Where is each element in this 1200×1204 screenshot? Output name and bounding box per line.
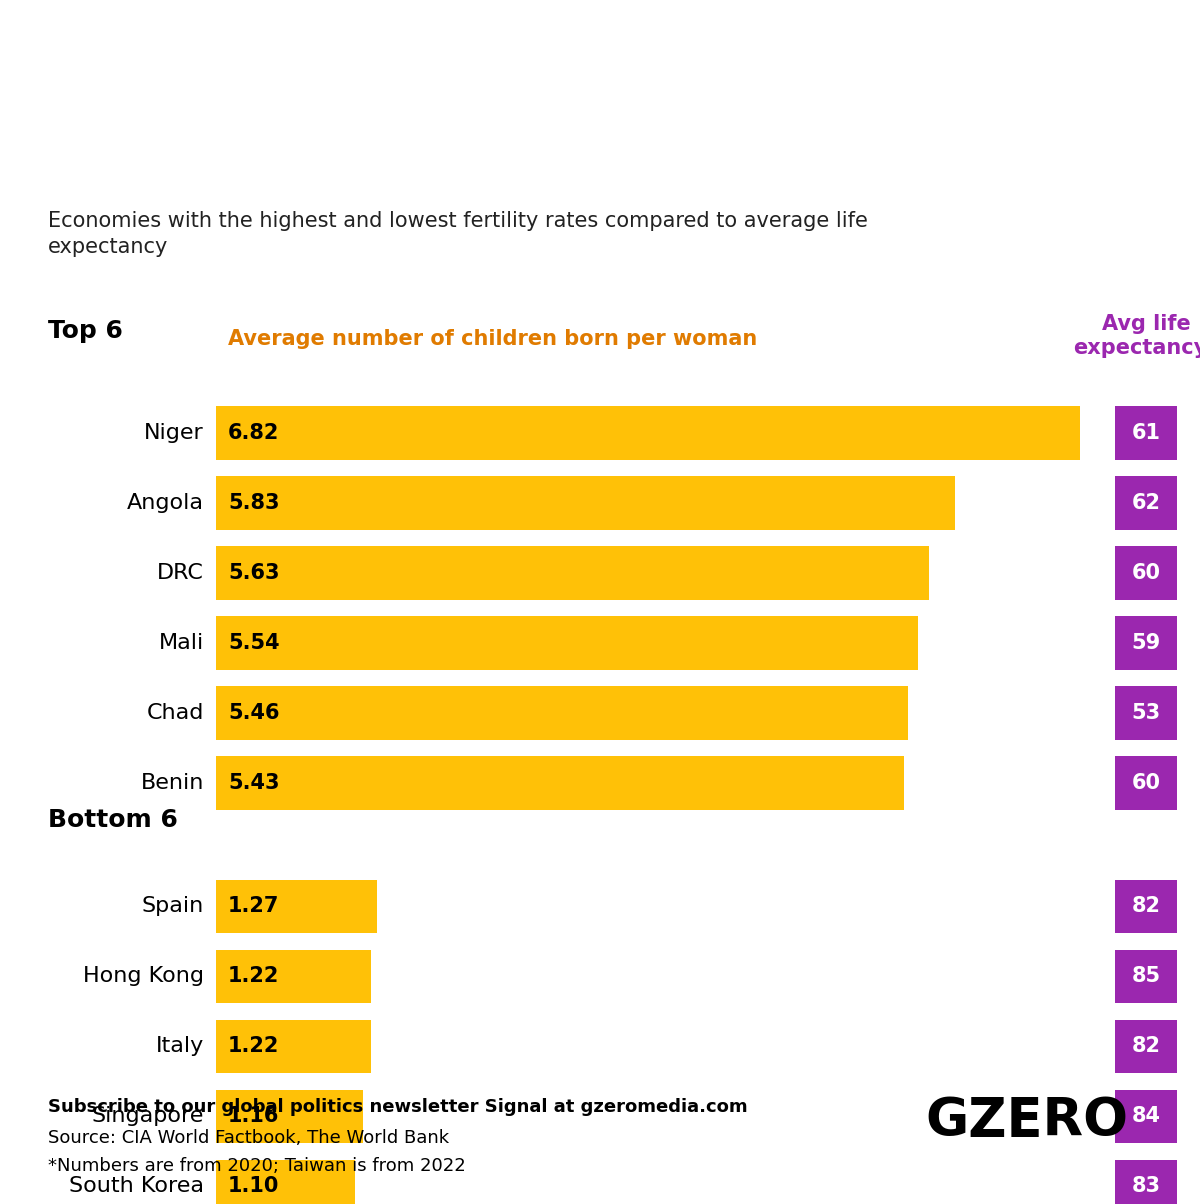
Text: Average number of children born per woman: Average number of children born per woma… [228, 329, 757, 349]
FancyBboxPatch shape [1115, 547, 1177, 600]
Text: 60: 60 [1132, 563, 1160, 583]
Text: DRC: DRC [157, 563, 204, 583]
Text: 1.10: 1.10 [228, 1176, 280, 1197]
FancyBboxPatch shape [216, 880, 377, 933]
FancyBboxPatch shape [1115, 756, 1177, 810]
FancyBboxPatch shape [1115, 1020, 1177, 1073]
Text: Italy: Italy [156, 1037, 204, 1056]
FancyBboxPatch shape [1115, 1090, 1177, 1144]
FancyBboxPatch shape [216, 406, 1080, 460]
Text: 1.22: 1.22 [228, 967, 280, 986]
Text: 61: 61 [1132, 423, 1160, 443]
Text: 60: 60 [1132, 773, 1160, 793]
Text: 59: 59 [1132, 633, 1160, 653]
Text: Top 6: Top 6 [48, 319, 122, 343]
Text: Angola: Angola [127, 492, 204, 513]
FancyBboxPatch shape [1115, 616, 1177, 669]
FancyBboxPatch shape [216, 1159, 355, 1204]
Text: 62: 62 [1132, 492, 1160, 513]
Text: Who's making enough babies?: Who's making enough babies? [48, 53, 1200, 138]
Text: 1.16: 1.16 [228, 1106, 280, 1127]
Text: Source: CIA World Factbook, The World Bank: Source: CIA World Factbook, The World Ba… [48, 1129, 449, 1147]
Text: 85: 85 [1132, 967, 1160, 986]
Text: 5.46: 5.46 [228, 703, 280, 722]
Text: Benin: Benin [140, 773, 204, 793]
Text: Niger: Niger [144, 423, 204, 443]
Text: Singapore: Singapore [91, 1106, 204, 1127]
Text: Bottom 6: Bottom 6 [48, 808, 178, 832]
Text: Mali: Mali [158, 633, 204, 653]
Text: *Numbers are from 2020; Taiwan is from 2022: *Numbers are from 2020; Taiwan is from 2… [48, 1157, 466, 1175]
Text: 84: 84 [1132, 1106, 1160, 1127]
FancyBboxPatch shape [216, 477, 954, 530]
FancyBboxPatch shape [1115, 406, 1177, 460]
FancyBboxPatch shape [216, 686, 907, 739]
FancyBboxPatch shape [216, 547, 929, 600]
Text: Economies with the highest and lowest fertility rates compared to average life
e: Economies with the highest and lowest fe… [48, 211, 868, 256]
Text: 6.82: 6.82 [228, 423, 280, 443]
FancyBboxPatch shape [1115, 477, 1177, 530]
Text: Subscribe to our global politics newsletter Signal at gzeromedia.com: Subscribe to our global politics newslet… [48, 1098, 748, 1116]
Text: GZERO: GZERO [925, 1096, 1128, 1147]
Text: 1.27: 1.27 [228, 897, 280, 916]
FancyBboxPatch shape [1115, 880, 1177, 933]
Text: Hong Kong: Hong Kong [83, 967, 204, 986]
Text: 53: 53 [1132, 703, 1160, 722]
Text: Spain: Spain [142, 897, 204, 916]
FancyBboxPatch shape [216, 1090, 362, 1144]
Text: 5.43: 5.43 [228, 773, 280, 793]
Text: 5.83: 5.83 [228, 492, 280, 513]
FancyBboxPatch shape [216, 756, 904, 810]
Text: Chad: Chad [146, 703, 204, 722]
Text: 83: 83 [1132, 1176, 1160, 1197]
Text: 1.22: 1.22 [228, 1037, 280, 1056]
Text: South Korea: South Korea [68, 1176, 204, 1197]
FancyBboxPatch shape [1115, 686, 1177, 739]
FancyBboxPatch shape [216, 950, 371, 1003]
FancyBboxPatch shape [216, 616, 918, 669]
FancyBboxPatch shape [1115, 1159, 1177, 1204]
Text: Avg life
expectancy*: Avg life expectancy* [1073, 313, 1200, 359]
Text: 82: 82 [1132, 1037, 1160, 1056]
Text: 5.63: 5.63 [228, 563, 280, 583]
FancyBboxPatch shape [216, 1020, 371, 1073]
Text: 82: 82 [1132, 897, 1160, 916]
Text: 5.54: 5.54 [228, 633, 280, 653]
FancyBboxPatch shape [1115, 950, 1177, 1003]
